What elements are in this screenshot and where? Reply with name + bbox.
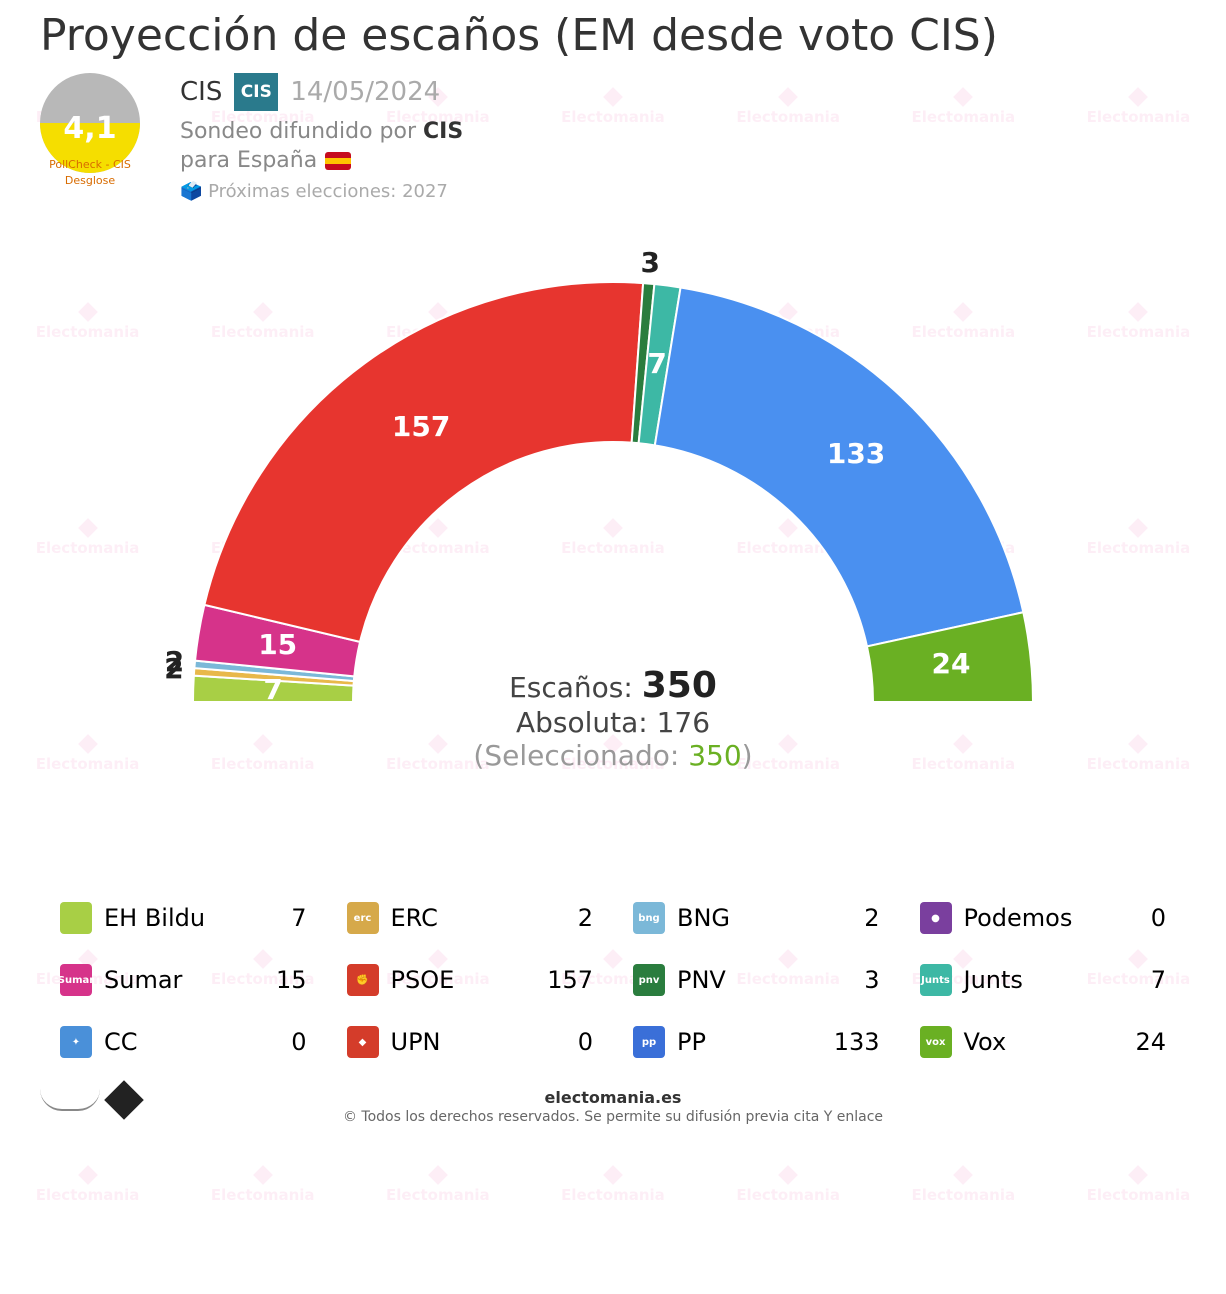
badge-sub1: PollCheck - CIS	[40, 158, 140, 171]
legend-item: vox Vox24	[920, 1026, 1167, 1058]
legend-item: SumarSumar15	[60, 964, 307, 996]
footer-copy: © Todos los derechos reservados. Se perm…	[343, 1109, 883, 1125]
legend-item: erc ERC2	[347, 902, 594, 934]
legend-name: BNG	[677, 904, 864, 932]
legend-swatch-icon: vox	[920, 1026, 952, 1058]
arc-segment-label: 15	[258, 628, 298, 661]
legend-grid: EH Bildu7ercERC2bngBNG2●Podemos0SumarSum…	[40, 902, 1186, 1058]
legend-swatch-icon: ◆	[347, 1026, 379, 1058]
legend-value: 7	[291, 904, 306, 932]
selected-value: 350	[688, 739, 741, 772]
legend-value: 2	[864, 904, 879, 932]
legend-name: PP	[677, 1028, 834, 1056]
badge-sub2: Desglose	[40, 174, 140, 187]
legend-item: bng BNG2	[633, 902, 880, 934]
seats-total: 350	[642, 665, 717, 706]
legend-name: Junts	[964, 966, 1151, 994]
legend-item: pnv PNV3	[633, 964, 880, 996]
footer-brand: electomania.es	[545, 1088, 682, 1107]
legend-swatch-icon: ✦	[60, 1026, 92, 1058]
source-name: CIS	[180, 77, 222, 107]
arc-segment	[204, 282, 643, 642]
legend-item: EH Bildu7	[60, 902, 307, 934]
arc-segment-label: 3	[640, 246, 659, 279]
legend-item: ◆ UPN0	[347, 1026, 594, 1058]
legend-name: PNV	[677, 966, 864, 994]
selected-prefix: (Seleccionado:	[473, 739, 688, 772]
cis-logo-icon: CIS	[234, 73, 278, 111]
legend-value: 24	[1135, 1028, 1166, 1056]
legend-value: 133	[834, 1028, 880, 1056]
arc-segment-label: 133	[827, 437, 867, 470]
legend-item: ✦ CC0	[60, 1026, 307, 1058]
legend-swatch-icon: bng	[633, 902, 665, 934]
arc-segment-label: 7	[253, 673, 293, 706]
legend-swatch-icon: pp	[633, 1026, 665, 1058]
region-prefix: para España	[180, 148, 317, 173]
legend-value: 0	[578, 1028, 593, 1056]
legend-item: ✊ PSOE157	[347, 964, 594, 996]
legend-value: 7	[1151, 966, 1166, 994]
next-elections-prefix: 🗳️ Próximas elecciones:	[180, 181, 402, 202]
arc-center-labels: Escaños: 350 Absoluta: 176 (Seleccionado…	[40, 665, 1186, 772]
legend-item: JuntsJunts7	[920, 964, 1167, 996]
legend-name: UPN	[391, 1028, 578, 1056]
legend-swatch-icon	[60, 902, 92, 934]
hemicycle-svg	[163, 242, 1063, 702]
legend-swatch-icon: pnv	[633, 964, 665, 996]
legend-name: Sumar	[104, 966, 276, 994]
legend-name: ERC	[391, 904, 578, 932]
arc-segment-label: 157	[392, 410, 432, 443]
legend-value: 3	[864, 966, 879, 994]
flag-spain-icon	[325, 152, 351, 170]
legend-name: Podemos	[964, 904, 1151, 932]
legend-swatch-icon: ●	[920, 902, 952, 934]
legend-swatch-icon: erc	[347, 902, 379, 934]
hemicycle-chart: Escaños: 350 Absoluta: 176 (Seleccionado…	[40, 242, 1186, 802]
arc-segment-label: 7	[637, 347, 677, 380]
meta-info: CIS CIS 14/05/2024 Sondeo difundido por …	[180, 73, 1186, 202]
majority-value: 176	[657, 706, 710, 739]
majority-prefix: Absoluta:	[516, 706, 657, 739]
legend-name: Vox	[964, 1028, 1136, 1056]
legend-value: 0	[1151, 904, 1166, 932]
legend-value: 157	[547, 966, 593, 994]
legend-swatch-icon: Sumar	[60, 964, 92, 996]
distributed-by: CIS	[423, 119, 463, 144]
rating-badge: 4,1 PollCheck - CIS Desglose	[40, 73, 140, 173]
distributed-prefix: Sondeo difundido por	[180, 119, 423, 144]
arc-segment-label: 2	[165, 645, 184, 678]
legend-value: 0	[291, 1028, 306, 1056]
meta-row: 4,1 PollCheck - CIS Desglose CIS CIS 14/…	[40, 73, 1186, 202]
arc-segment-label: 24	[931, 647, 971, 680]
seats-prefix: Escaños:	[509, 671, 642, 704]
legend-name: EH Bildu	[104, 904, 291, 932]
legend-swatch-icon: Junts	[920, 964, 952, 996]
legend-swatch-icon: ✊	[347, 964, 379, 996]
legend-value: 15	[276, 966, 307, 994]
legend-item: pp PP133	[633, 1026, 880, 1058]
selected-suffix: )	[742, 739, 753, 772]
next-elections: 2027	[402, 181, 448, 202]
legend-value: 2	[578, 904, 593, 932]
footer: electomania.es © Todos los derechos rese…	[40, 1088, 1186, 1125]
legend-name: CC	[104, 1028, 291, 1056]
legend-name: PSOE	[391, 966, 548, 994]
poll-date: 14/05/2024	[290, 77, 440, 107]
legend-item: ● Podemos0	[920, 902, 1167, 934]
page-title: Proyección de escaños (EM desde voto CIS…	[40, 10, 1186, 61]
